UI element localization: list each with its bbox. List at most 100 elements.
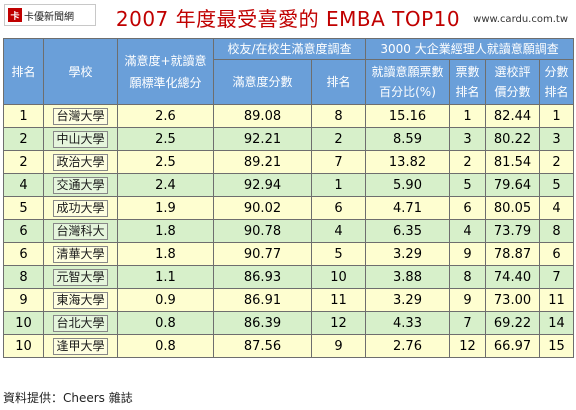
cell-satisfaction-rank: 4: [310, 219, 367, 243]
cell-school: 清華大學: [43, 242, 118, 266]
school-name: 政治大學: [53, 153, 108, 171]
cell-vote-percent: 4.71: [365, 196, 451, 220]
header-vote-rank: 票數排名: [449, 59, 487, 105]
table-row: 6 清華大學 1.8 90.77 5 3.29 9 78.87 6: [3, 242, 575, 266]
cell-evaluation-score: 78.87: [485, 242, 541, 266]
cell-satisfaction-rank: 12: [310, 311, 367, 335]
cell-evaluation-score: 74.40: [485, 265, 541, 289]
cell-vote-percent: 8.59: [365, 127, 451, 151]
cell-evaluation-rank: 8: [539, 219, 575, 243]
header-school: 學校: [43, 38, 118, 105]
cell-satisfaction-rank: 8: [310, 104, 367, 128]
cell-vote-rank: 9: [449, 242, 487, 266]
cell-satisfaction-rank: 7: [310, 150, 367, 174]
header-evaluation-rank: 分數排名: [539, 59, 575, 105]
cell-vote-rank: 4: [449, 219, 487, 243]
cell-combined-score: 1.8: [117, 242, 214, 266]
cell-evaluation-rank: 7: [539, 265, 575, 289]
cell-rank: 1: [3, 104, 44, 128]
cell-vote-rank: 1: [449, 104, 487, 128]
cell-satisfaction-rank: 1: [310, 173, 367, 197]
cell-combined-score: 0.9: [117, 288, 214, 312]
cell-rank: 4: [3, 173, 44, 197]
logo-icon: 卡: [8, 8, 22, 22]
logo-text: 卡優新聞網: [24, 11, 74, 23]
cell-school: 台北大學: [43, 311, 118, 335]
school-name: 交通大學: [53, 176, 108, 194]
table-row: 10 逢甲大學 0.8 87.56 9 2.76 12 66.97 15: [3, 334, 575, 358]
table-row: 2 政治大學 2.5 89.21 7 13.82 2 81.54 2: [3, 150, 575, 174]
cell-satisfaction-score: 87.56: [213, 334, 312, 358]
cell-evaluation-rank: 14: [539, 311, 575, 335]
header-satisfaction-score: 滿意度分數: [213, 59, 312, 105]
school-name: 台北大學: [53, 314, 108, 332]
cell-combined-score: 0.8: [117, 311, 214, 335]
cell-evaluation-score: 81.54: [485, 150, 541, 174]
cell-satisfaction-rank: 10: [310, 265, 367, 289]
school-name: 中山大學: [53, 130, 108, 148]
cell-school: 東海大學: [43, 288, 118, 312]
table-row: 8 元智大學 1.1 86.93 10 3.88 8 74.40 7: [3, 265, 575, 289]
cell-satisfaction-score: 89.08: [213, 104, 312, 128]
cell-rank: 5: [3, 196, 44, 220]
cell-satisfaction-rank: 9: [310, 334, 367, 358]
school-name: 元智大學: [53, 268, 108, 286]
cell-vote-percent: 3.88: [365, 265, 451, 289]
header-vote-percent: 就讀意願票數百分比(%): [365, 59, 451, 105]
cell-vote-rank: 12: [449, 334, 487, 358]
header-group-alumni: 校友/在校生滿意度調查: [212, 38, 367, 60]
cell-combined-score: 1.8: [117, 219, 214, 243]
cell-satisfaction-score: 86.39: [213, 311, 312, 335]
page-title: 2007 年度最受喜愛的 EMBA TOP10: [115, 7, 461, 31]
site-url: www.cardu.com.tw: [473, 14, 568, 25]
cell-rank: 8: [3, 265, 44, 289]
cell-evaluation-score: 69.22: [485, 311, 541, 335]
cell-rank: 6: [3, 219, 44, 243]
source-note: 資料提供：Cheers 雜誌: [3, 391, 133, 405]
cell-vote-rank: 5: [449, 173, 487, 197]
cell-satisfaction-rank: 6: [310, 196, 367, 220]
cell-evaluation-rank: 3: [539, 127, 575, 151]
cell-satisfaction-score: 90.77: [213, 242, 312, 266]
cell-school: 交通大學: [43, 173, 118, 197]
table-row: 6 台灣科大 1.8 90.78 4 6.35 4 73.79 8: [3, 219, 575, 243]
cell-evaluation-score: 73.00: [485, 288, 541, 312]
cell-vote-percent: 3.29: [365, 242, 451, 266]
cell-vote-percent: 6.35: [365, 219, 451, 243]
cell-evaluation-rank: 5: [539, 173, 575, 197]
cell-school: 政治大學: [43, 150, 118, 174]
cell-vote-percent: 15.16: [365, 104, 451, 128]
cell-rank: 2: [3, 127, 44, 151]
cell-vote-percent: 5.90: [365, 173, 451, 197]
cell-rank: 6: [3, 242, 44, 266]
table-row: 1 台灣大學 2.6 89.08 8 15.16 1 82.44 1: [3, 104, 575, 128]
table-row: 9 東海大學 0.9 86.91 11 3.29 9 73.00 11: [3, 288, 575, 312]
cell-satisfaction-score: 90.02: [213, 196, 312, 220]
cell-school: 台灣大學: [43, 104, 118, 128]
cell-evaluation-rank: 15: [539, 334, 575, 358]
cell-vote-rank: 9: [449, 288, 487, 312]
cell-evaluation-score: 79.64: [485, 173, 541, 197]
cell-evaluation-rank: 11: [539, 288, 575, 312]
cell-combined-score: 1.9: [117, 196, 214, 220]
school-name: 台灣大學: [53, 107, 108, 125]
table-row: 10 台北大學 0.8 86.39 12 4.33 7 69.22 14: [3, 311, 575, 335]
cell-vote-percent: 4.33: [365, 311, 451, 335]
header-rank: 排名: [3, 38, 44, 105]
school-name: 清華大學: [53, 245, 108, 263]
cell-rank: 10: [3, 311, 44, 335]
header-combined-score: 滿意度+就讀意願標準化總分: [117, 38, 214, 105]
table-row: 5 成功大學 1.9 90.02 6 4.71 6 80.05 4: [3, 196, 575, 220]
school-name: 成功大學: [53, 199, 108, 217]
cell-combined-score: 2.5: [117, 150, 214, 174]
cell-combined-score: 2.4: [117, 173, 214, 197]
cell-vote-rank: 8: [449, 265, 487, 289]
cell-combined-score: 1.1: [117, 265, 214, 289]
cell-school: 元智大學: [43, 265, 118, 289]
cell-school: 成功大學: [43, 196, 118, 220]
cell-evaluation-rank: 1: [539, 104, 575, 128]
header-evaluation-score: 選校評價分數: [485, 59, 541, 105]
school-name: 逢甲大學: [53, 337, 108, 355]
cell-rank: 2: [3, 150, 44, 174]
cell-combined-score: 2.5: [117, 127, 214, 151]
